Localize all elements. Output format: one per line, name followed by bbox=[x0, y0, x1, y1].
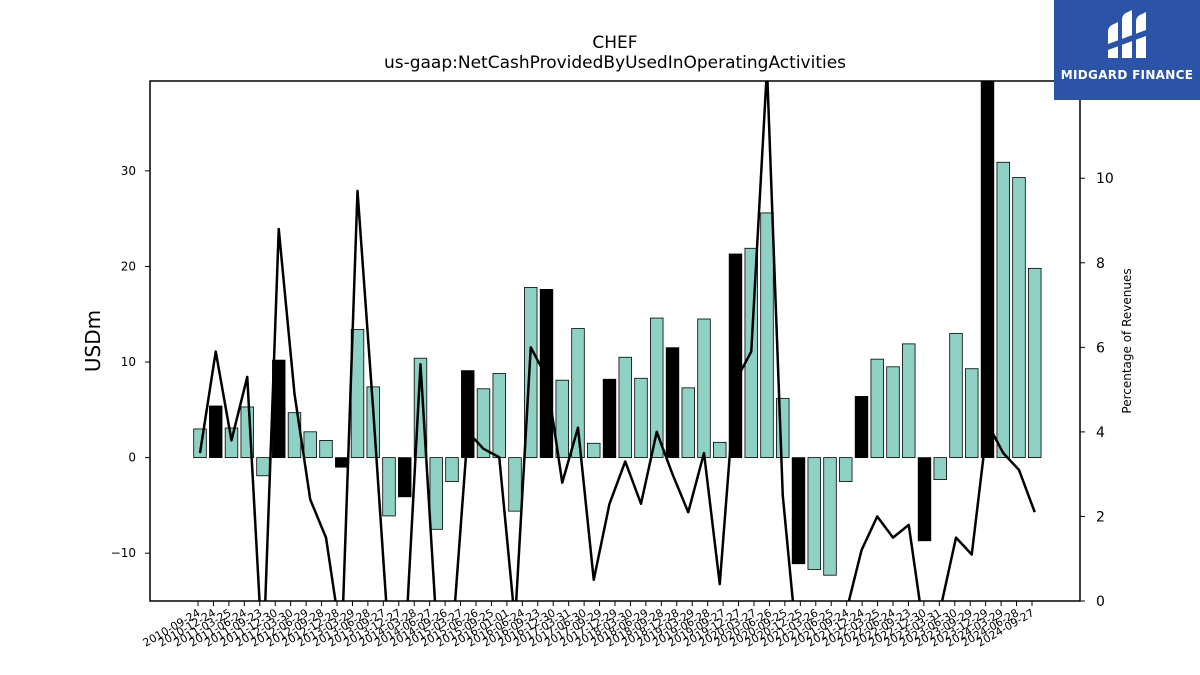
bar bbox=[193, 428, 207, 459]
bar bbox=[870, 358, 884, 459]
y-axis-right: 024681012 bbox=[1080, 87, 1114, 610]
bar bbox=[303, 431, 317, 459]
bar bbox=[539, 288, 554, 459]
y-tick-label: 30 bbox=[121, 164, 136, 178]
bar bbox=[398, 457, 412, 498]
y2-tick-label: 10 bbox=[1096, 171, 1114, 187]
y-tick-label: 10 bbox=[121, 355, 136, 369]
y2-tick-label: 6 bbox=[1096, 340, 1105, 356]
bar bbox=[319, 440, 333, 459]
bar bbox=[902, 343, 916, 459]
bar bbox=[618, 356, 632, 459]
bar bbox=[760, 212, 774, 459]
bar bbox=[807, 457, 821, 570]
bar bbox=[1012, 177, 1026, 459]
brand-logo: MIDGARD FINANCE bbox=[1054, 0, 1200, 100]
y-axis-left: −10 0 10 20 30 bbox=[111, 164, 150, 560]
logo-text: MIDGARD FINANCE bbox=[1060, 68, 1194, 82]
bar bbox=[933, 457, 947, 481]
bar bbox=[697, 318, 711, 459]
y-tick-label: −10 bbox=[111, 546, 136, 560]
y-axis-label: USDm bbox=[81, 310, 105, 372]
bar bbox=[665, 347, 680, 459]
bar-series bbox=[193, 81, 1042, 576]
bar bbox=[791, 457, 806, 565]
percentage-line bbox=[198, 81, 1036, 601]
bar bbox=[681, 387, 695, 459]
bar bbox=[224, 427, 239, 459]
bar bbox=[508, 457, 522, 512]
bar bbox=[476, 388, 491, 459]
percentage-polyline bbox=[198, 81, 1036, 601]
bar bbox=[713, 441, 727, 459]
y-tick-label: 20 bbox=[121, 259, 136, 273]
y2-tick-label: 8 bbox=[1096, 256, 1105, 272]
bar bbox=[555, 379, 569, 459]
bar bbox=[602, 378, 617, 459]
x-axis: 2010-09-242010-12-242011-03-252011-06-24… bbox=[141, 601, 1037, 650]
y2-tick-label: 0 bbox=[1096, 594, 1105, 610]
bar bbox=[886, 366, 900, 459]
bar bbox=[634, 377, 648, 459]
chart-subtitle: us-gaap:NetCashProvidedByUsedInOperating… bbox=[384, 53, 846, 73]
bar bbox=[587, 442, 601, 459]
bar bbox=[571, 328, 585, 459]
bar bbox=[1028, 267, 1042, 459]
bar bbox=[209, 405, 223, 459]
bar bbox=[823, 457, 837, 576]
y2-tick-label: 4 bbox=[1096, 425, 1105, 441]
bar bbox=[335, 457, 349, 468]
bar bbox=[996, 161, 1010, 459]
y2-tick-label: 2 bbox=[1096, 509, 1105, 525]
bar bbox=[445, 457, 459, 482]
bar bbox=[965, 368, 979, 459]
bar bbox=[492, 373, 506, 459]
logo-mark-icon bbox=[1108, 10, 1146, 58]
bar bbox=[382, 457, 396, 517]
bar bbox=[949, 332, 963, 459]
bar bbox=[917, 457, 932, 542]
bar bbox=[256, 457, 270, 477]
bar bbox=[429, 457, 443, 530]
y2-axis-label: Percentage of Revenues bbox=[1120, 268, 1134, 413]
bar bbox=[650, 317, 664, 459]
y-tick-label: 0 bbox=[128, 451, 136, 465]
chart-title: CHEF bbox=[592, 33, 637, 53]
bar bbox=[980, 81, 995, 459]
bar bbox=[854, 396, 869, 459]
bar bbox=[839, 457, 853, 482]
